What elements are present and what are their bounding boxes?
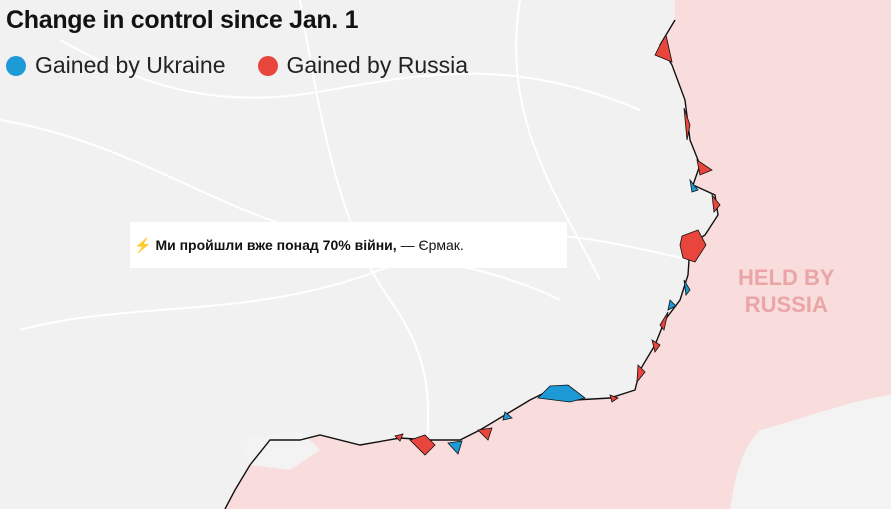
map-label-line: HELD BY (738, 265, 835, 290)
banner-headline: Ми пройшли вже понад 70% війни, (155, 237, 397, 253)
legend-label: Gained by Russia (286, 52, 469, 78)
sea (730, 395, 891, 509)
legend-item: Gained by Ukraine (6, 52, 226, 79)
front-line (224, 19, 719, 509)
legend-item: Gained by Russia (257, 52, 469, 79)
legend-label: Gained by Ukraine (35, 52, 226, 78)
map-label-line: RUSSIA (744, 292, 828, 317)
map-label: HELD BY RUSSIA (738, 264, 835, 318)
banner-source: — Єрмак. (400, 237, 464, 253)
ukrainian-gains (447, 178, 699, 455)
title: Change in control since Jan. 1 (6, 6, 359, 34)
russia-held-area (225, 0, 891, 509)
russian-gains (394, 33, 721, 456)
legend-swatch (6, 55, 26, 76)
news-banner[interactable]: ⚡ Ми пройшли вже понад 70% війни, — Єрма… (130, 222, 567, 268)
banner-icon: ⚡ (134, 236, 152, 253)
legend-swatch (257, 55, 278, 76)
legend: Gained by Ukraine Gained by Russia (6, 52, 468, 79)
